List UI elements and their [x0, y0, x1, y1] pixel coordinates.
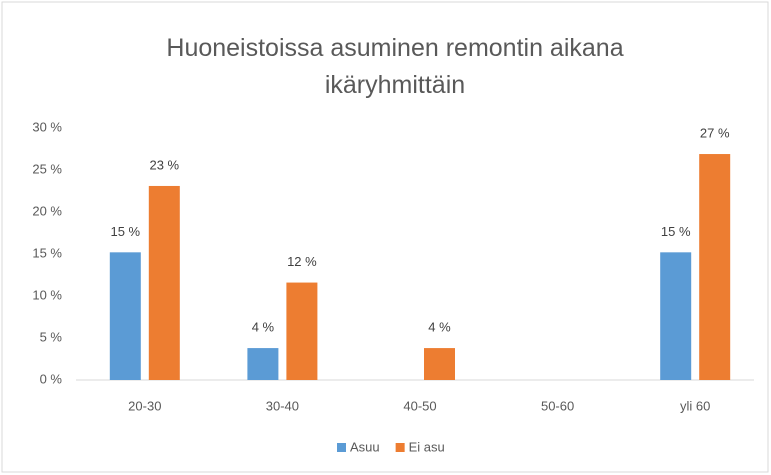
bar [247, 348, 279, 380]
bar [424, 348, 455, 380]
legend-swatch [337, 443, 346, 452]
x-tick-label: 20-30 [128, 398, 161, 413]
bar [109, 252, 141, 380]
x-tick-label: 40-50 [403, 398, 436, 413]
bar [286, 282, 318, 380]
legend-label: Ei asu [409, 439, 445, 454]
y-tick-label: 10 % [32, 287, 62, 302]
bar [660, 252, 692, 380]
legend-label: Asuu [350, 439, 380, 454]
x-tick-label: 30-40 [266, 398, 299, 413]
data-label: 12 % [287, 254, 317, 269]
y-tick-label: 15 % [32, 245, 62, 260]
x-tick-label: 50-60 [541, 398, 574, 413]
x-tick-label: yli 60 [680, 398, 710, 413]
y-tick-label: 20 % [32, 203, 62, 218]
data-label: 4 % [252, 320, 275, 335]
y-tick-label: 5 % [40, 329, 63, 344]
data-label: 15 % [661, 224, 691, 239]
y-tick-label: 25 % [32, 161, 62, 176]
legend-swatch [395, 443, 405, 452]
y-tick-label: 0 % [40, 371, 63, 386]
data-label: 23 % [149, 157, 179, 172]
bar [699, 154, 731, 380]
data-label: 27 % [700, 125, 730, 140]
bar [148, 185, 180, 380]
chart-title: Huoneistoissa asuminen remontin aikana i… [166, 34, 624, 99]
y-tick-label: 30 % [32, 119, 62, 134]
data-label: 15 % [110, 224, 140, 239]
data-label: 4 % [428, 320, 451, 335]
